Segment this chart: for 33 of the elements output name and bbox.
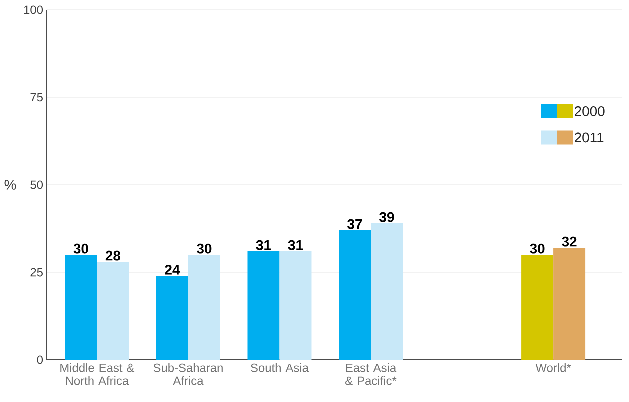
legend-label: 2000 [575, 106, 605, 116]
bar [156, 276, 188, 360]
x-tick-label: South Asia [251, 364, 309, 372]
data-label: 30 [74, 244, 88, 254]
bar [65, 255, 98, 360]
x-tick-label: Sub-Saharan Africa [154, 364, 223, 386]
bar [248, 252, 280, 360]
y-tick-label: 50 [30, 180, 44, 190]
data-label: 32 [562, 236, 577, 247]
data-label: 24 [165, 265, 180, 275]
data-label: 30 [197, 244, 212, 254]
data-label: 37 [348, 219, 362, 230]
y-tick-label: 75 [30, 93, 43, 102]
legend-label: 2011 [575, 132, 604, 143]
x-tick-label: Middle East & North Africa [60, 364, 135, 386]
bar [280, 252, 312, 360]
bar [339, 230, 372, 360]
bar [97, 262, 130, 360]
x-tick-label: East Asia & Pacific* [346, 364, 397, 386]
data-label: 28 [106, 250, 121, 261]
y-tick-label: 25 [30, 268, 43, 277]
data-label: 39 [380, 212, 394, 222]
data-label: 30 [530, 244, 545, 254]
data-label: 31 [288, 240, 304, 250]
y-tick-label: 0 [37, 356, 44, 364]
y-axis-title: % [4, 180, 16, 190]
x-tick-label: World* [536, 364, 572, 372]
bar [522, 255, 554, 360]
data-label: 31 [256, 240, 272, 250]
bar [188, 255, 220, 360]
bar [554, 248, 586, 360]
y-tick-label: 100 [24, 6, 44, 14]
bar [371, 224, 404, 360]
